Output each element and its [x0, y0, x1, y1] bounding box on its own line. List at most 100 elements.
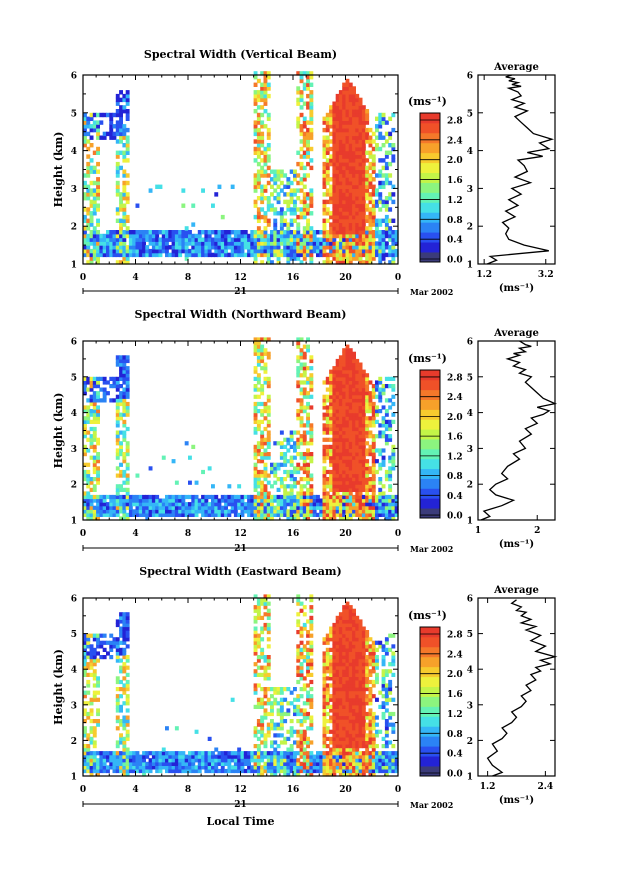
heatmap-cell: [372, 170, 376, 174]
day-label: 21: [234, 287, 247, 297]
heatmap-cell: [264, 470, 268, 474]
heatmap-cell: [254, 431, 258, 435]
heatmap-cell: [267, 434, 271, 438]
heatmap-cell: [264, 188, 268, 192]
heatmap-cell: [372, 207, 376, 211]
heatmap-cell: [90, 117, 94, 121]
heatmap-cell: [270, 705, 274, 709]
heatmap-cell: [208, 737, 212, 741]
heatmap-cell: [126, 173, 130, 177]
heatmap-cell: [264, 669, 268, 673]
heatmap-cell: [106, 391, 110, 395]
heatmap-cell: [306, 737, 310, 741]
heatmap-cell: [126, 637, 130, 641]
colorbar-swatch: [420, 183, 440, 193]
heatmap-cell: [385, 222, 389, 226]
heatmap-cell: [300, 694, 304, 698]
heatmap-cell: [283, 445, 287, 449]
heatmap-cell: [264, 98, 268, 102]
heatmap-cell: [309, 423, 313, 427]
heatmap-cell: [126, 151, 130, 155]
colorbar: 0.00.40.81.21.62.02.42.8(ms⁻¹): [408, 95, 463, 266]
heatmap-cell: [96, 132, 100, 136]
heatmap-cell: [352, 90, 356, 94]
heatmap-cell: [391, 395, 395, 399]
heatmap-cell: [93, 445, 97, 449]
heatmap-cell: [391, 463, 395, 467]
colorbar-tick-label: 0.4: [447, 492, 463, 502]
heatmap-cell: [382, 448, 386, 452]
heatmap-cell: [277, 744, 281, 748]
heatmap-cell: [119, 484, 123, 488]
heatmap-cell: [309, 705, 313, 709]
heatmap-cell: [388, 132, 392, 136]
heatmap-cell: [260, 616, 264, 620]
heatmap-cell: [260, 132, 264, 136]
heatmap-cell: [264, 488, 268, 492]
heatmap-cell: [296, 680, 300, 684]
panel-title: Spectral Width (Vertical Beam): [144, 48, 337, 61]
heatmap-cell: [273, 740, 277, 744]
heatmap-cell: [119, 445, 123, 449]
heatmap-cell: [126, 102, 130, 106]
heatmap-cell: [362, 211, 366, 215]
heatmap-cell: [208, 249, 212, 253]
heatmap-cell: [375, 226, 379, 230]
heatmap-cell: [365, 463, 369, 467]
heatmap-cell: [303, 409, 307, 413]
heatmap-cell: [306, 448, 310, 452]
heatmap-cell: [103, 388, 107, 392]
heatmap-cell: [382, 416, 386, 420]
heatmap-cell: [93, 166, 97, 170]
heatmap-cell: [90, 708, 94, 712]
heatmap-cell: [303, 363, 307, 367]
heatmap-cell: [391, 452, 395, 456]
heatmap-cell: [309, 716, 313, 720]
heatmap-cell: [86, 691, 90, 695]
heatmap-cell: [286, 448, 290, 452]
heatmap-cell: [122, 431, 126, 435]
heatmap-cell: [90, 136, 94, 140]
avg-y-tick-label: 1: [467, 261, 473, 271]
heatmap-cell: [303, 605, 307, 609]
heatmap-cell: [267, 474, 271, 478]
heatmap-cell: [175, 726, 179, 730]
heatmap-cell: [122, 363, 126, 367]
heatmap-cell: [382, 117, 386, 121]
heatmap-cell: [267, 355, 271, 359]
heatmap-cell: [93, 448, 97, 452]
colorbar-swatch: [420, 508, 440, 518]
avg-y-tick-label: 6: [467, 338, 473, 348]
heatmap-cell: [293, 211, 297, 215]
heatmap-cell: [306, 712, 310, 716]
heatmap-cell: [116, 162, 120, 166]
heatmap-cell: [126, 128, 130, 132]
heatmap-cell: [283, 740, 287, 744]
heatmap-cell: [267, 413, 271, 417]
heatmap-cell: [267, 196, 271, 200]
heatmap-cell: [306, 348, 310, 352]
colorbar-tick-label: 0.4: [447, 236, 463, 246]
heatmap-cell: [300, 79, 304, 83]
heatmap-cell: [122, 398, 126, 402]
heatmap-cell: [391, 245, 395, 249]
heatmap-cell: [303, 484, 307, 488]
heatmap-cell: [309, 98, 313, 102]
heatmap-cell: [126, 98, 130, 102]
heatmap-cell: [260, 192, 264, 196]
heatmap-cell: [162, 456, 166, 460]
heatmap-cell: [126, 226, 130, 230]
heatmap-cell: [119, 463, 123, 467]
heatmap-cell: [309, 616, 313, 620]
heatmap-cell: [264, 102, 268, 106]
heatmap-cell: [237, 748, 241, 752]
heatmap-cell: [385, 413, 389, 417]
heatmap-cell: [309, 427, 313, 431]
heatmap-cell: [96, 395, 100, 399]
heatmap-cell: [260, 166, 264, 170]
heatmap-cell: [254, 627, 258, 631]
heatmap-cell: [296, 86, 300, 90]
panel-title: Spectral Width (Northward Beam): [135, 308, 347, 321]
